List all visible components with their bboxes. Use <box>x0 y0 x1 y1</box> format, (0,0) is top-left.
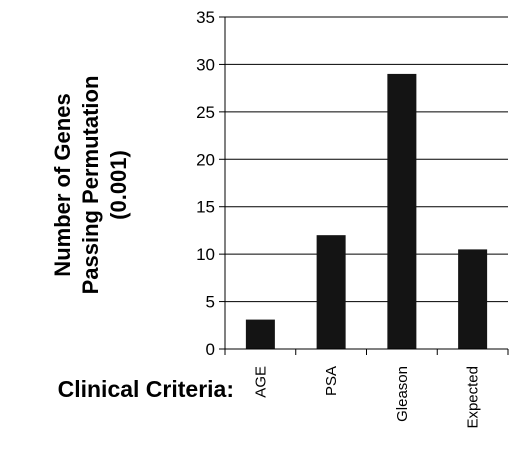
bar-psa <box>316 235 346 349</box>
category-labels: AGE PSA Gleason Expected <box>252 366 481 429</box>
y-axis-label-line-2: Passing Permutation <box>78 76 103 295</box>
y-tick-label: 10 <box>196 245 215 264</box>
bar-age <box>245 319 275 349</box>
category-label-expected: Expected <box>465 366 482 429</box>
y-tick-label: 25 <box>196 103 215 122</box>
y-tick-label: 0 <box>206 340 215 359</box>
axes <box>219 16 509 355</box>
category-label-gleason: Gleason <box>394 366 411 422</box>
y-axis-label-line-3: (0.001) <box>106 150 131 220</box>
category-label-age: AGE <box>252 366 269 398</box>
y-tick-label: 35 <box>196 8 215 27</box>
gridlines <box>225 16 508 303</box>
y-tick-label: 5 <box>206 293 215 312</box>
bars <box>245 73 488 350</box>
bar-gleason <box>387 73 417 350</box>
y-axis-label-line-1: Number of Genes <box>50 93 75 276</box>
y-tick-labels: 0 5 10 15 20 25 30 35 <box>196 8 215 359</box>
bar-expected <box>458 249 488 349</box>
category-label-psa: PSA <box>323 366 340 396</box>
y-tick-label: 30 <box>196 55 215 74</box>
y-tick-label: 20 <box>196 150 215 169</box>
y-tick-label: 15 <box>196 198 215 217</box>
x-axis-label: Clinical Criteria: <box>58 376 234 402</box>
